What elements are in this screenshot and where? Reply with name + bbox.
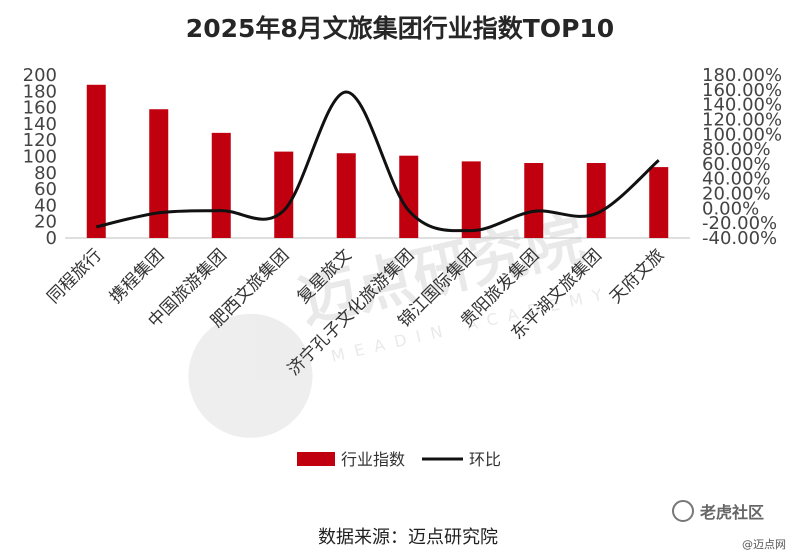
- y-left-tick-label: 100: [23, 147, 57, 168]
- y-left-tick-label: 140: [23, 114, 57, 135]
- bar-industry-index: [274, 151, 294, 238]
- y-left-tick-label: 60: [34, 179, 57, 200]
- y-right-tick-label: 40.00%: [702, 169, 771, 190]
- y-right-tick-label: 180.00%: [702, 65, 782, 86]
- y-right-tick-label: 120.00%: [702, 109, 782, 130]
- corner-site2: @迈点网: [742, 538, 786, 551]
- y-right-tick-label: 160.00%: [702, 80, 782, 101]
- y-right-tick-label: 60.00%: [702, 154, 771, 175]
- y-right-tick-label: -40.00%: [702, 228, 777, 249]
- watermark-logo: [188, 313, 313, 438]
- bar-industry-index: [86, 84, 106, 238]
- legend-bar-swatch: [297, 452, 335, 466]
- bar-industry-index: [524, 163, 544, 238]
- y-left-tick-label: 160: [23, 98, 57, 119]
- chart-title: 2025年8月文旅集团行业指数TOP10: [186, 14, 614, 43]
- legend-bar-label: 行业指数: [341, 450, 405, 469]
- y-right-tick-label: 80.00%: [702, 139, 771, 160]
- y-left-tick-label: 200: [23, 65, 57, 86]
- y-left-tick-label: 120: [23, 130, 57, 151]
- corner-site1: 老虎社区: [699, 503, 764, 522]
- y-left-tick-label: 40: [34, 195, 57, 216]
- y-left-tick-label: 0: [46, 228, 57, 249]
- y-right-tick-label: 100.00%: [702, 124, 782, 145]
- line-mom-change: [95, 90, 660, 233]
- bar-industry-index: [149, 109, 169, 238]
- x-tick-label: 同程旅行: [44, 245, 106, 307]
- y-left-tick-label: 180: [23, 81, 57, 102]
- y-right-tick-label: 0.00%: [702, 198, 759, 219]
- bar-industry-index: [461, 161, 481, 238]
- corner-marks: 老虎社区 @迈点网: [672, 500, 786, 551]
- y-left-tick-label: 80: [34, 163, 57, 184]
- y-right-tick-label: 20.00%: [702, 184, 771, 205]
- y-left-tick-label: 20: [34, 212, 57, 233]
- x-tick-label: 携程集团: [106, 245, 168, 307]
- tiger-logo-icon: [672, 500, 694, 522]
- bar-industry-index: [399, 155, 419, 238]
- source-text: 数据来源：迈点研究院: [318, 527, 498, 548]
- bar-industry-index: [586, 163, 606, 238]
- x-tick-label: 天府文旅: [606, 245, 668, 307]
- y-right-tick-label: 140.00%: [702, 95, 782, 116]
- legend: 行业指数 环比: [297, 450, 501, 469]
- legend-line-label: 环比: [469, 450, 501, 469]
- bar-industry-index: [211, 132, 231, 238]
- y-right-tick-label: -20.00%: [702, 213, 777, 234]
- bar-industry-index: [649, 167, 669, 238]
- bar-industry-index: [336, 153, 356, 238]
